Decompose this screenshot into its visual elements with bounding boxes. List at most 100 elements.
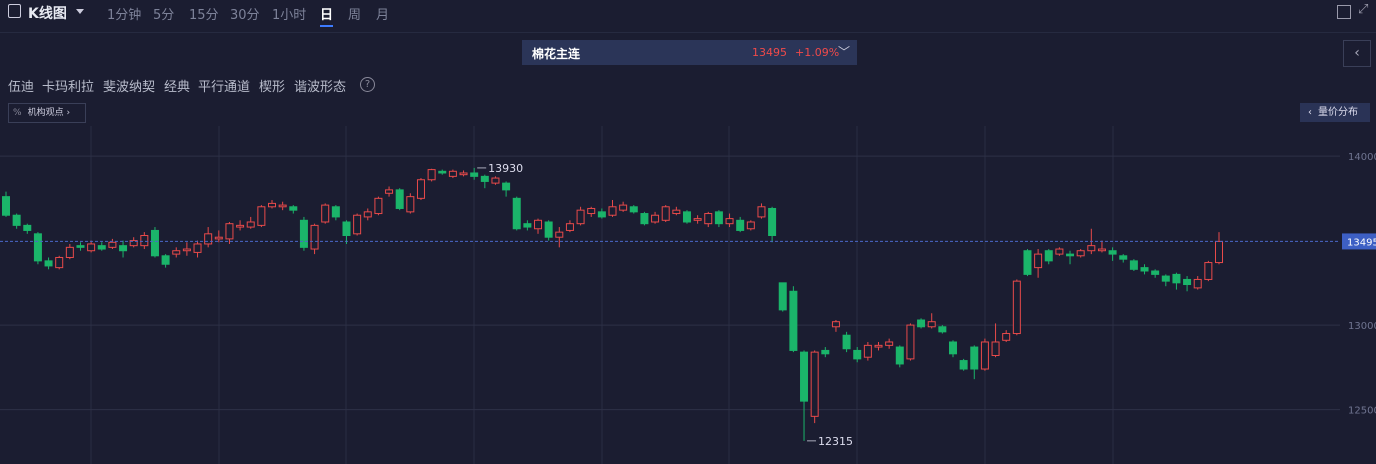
candle-body bbox=[278, 204, 287, 208]
tool[interactable]: 伍迪 bbox=[8, 80, 35, 95]
candle-body bbox=[725, 218, 734, 225]
period[interactable]: 1小时 bbox=[272, 8, 307, 23]
candle-body bbox=[831, 321, 840, 328]
help-icon[interactable]: ? bbox=[360, 77, 375, 92]
tool[interactable]: 谐波形态 bbox=[294, 80, 347, 95]
candle-body bbox=[299, 219, 308, 248]
high-label: 13930 bbox=[488, 162, 523, 175]
candle-body bbox=[629, 206, 638, 213]
candle-body bbox=[65, 246, 74, 258]
candle-body bbox=[661, 206, 670, 221]
candle-body bbox=[885, 341, 894, 346]
dropdown-arrow[interactable] bbox=[76, 9, 84, 18]
candle-body bbox=[438, 170, 447, 174]
candle-body bbox=[544, 221, 553, 238]
candle-body bbox=[470, 172, 479, 177]
product-price: 13495 bbox=[752, 46, 787, 59]
candle-body bbox=[917, 319, 926, 328]
volume-profile-button[interactable]: ‹ 量价分布 bbox=[1300, 103, 1370, 122]
candle-body bbox=[1193, 278, 1202, 289]
tool[interactable]: 斐波纳契 bbox=[103, 80, 156, 95]
candle-body bbox=[491, 177, 500, 184]
candle-body bbox=[587, 207, 596, 215]
period[interactable]: 月 bbox=[376, 8, 390, 23]
candle-body bbox=[1183, 278, 1192, 286]
candle-body bbox=[1055, 248, 1064, 255]
candle-body bbox=[161, 255, 170, 265]
candle-body bbox=[778, 282, 787, 311]
candle-body bbox=[980, 341, 989, 370]
candle-body bbox=[1012, 280, 1021, 335]
y-tick-label: 14000 bbox=[1348, 152, 1376, 163]
candle-body bbox=[214, 236, 223, 240]
candle-body bbox=[193, 243, 202, 253]
candle-body bbox=[448, 170, 457, 177]
candle-body bbox=[395, 189, 404, 209]
candle-body bbox=[363, 211, 372, 218]
candle-body bbox=[150, 229, 159, 257]
candle-body bbox=[1044, 250, 1053, 262]
tool[interactable]: 楔形 bbox=[259, 80, 286, 95]
candle-body bbox=[87, 243, 96, 252]
candle-body bbox=[565, 223, 574, 231]
product-bar[interactable]: 棉花主连 13495 +1.09% ﹀ bbox=[522, 40, 857, 65]
candle-body bbox=[97, 245, 106, 250]
candle-body bbox=[2, 196, 10, 216]
tool[interactable]: 平行通道 bbox=[198, 80, 251, 95]
candle-body bbox=[534, 219, 543, 230]
candle-body bbox=[23, 224, 32, 231]
candle-body bbox=[693, 218, 702, 221]
candle-body bbox=[268, 202, 277, 208]
candle-body bbox=[172, 250, 181, 255]
candle-body bbox=[1108, 250, 1117, 255]
period[interactable]: 1分钟 bbox=[107, 8, 142, 23]
period-active[interactable]: 日 bbox=[320, 4, 334, 27]
candle-body bbox=[608, 206, 617, 216]
last-price-box bbox=[1342, 233, 1376, 250]
candle-body bbox=[895, 346, 904, 365]
candle-body bbox=[991, 341, 1000, 357]
candle-body bbox=[576, 209, 585, 225]
candle-body bbox=[597, 211, 606, 218]
period[interactable]: 15分 bbox=[189, 8, 219, 23]
product-name: 棉花主连 bbox=[532, 47, 581, 61]
candle-body bbox=[1215, 240, 1223, 264]
candle-body bbox=[640, 213, 649, 225]
candle-body bbox=[385, 189, 394, 194]
kline-icon bbox=[8, 4, 21, 18]
candle-body bbox=[1172, 273, 1181, 284]
chart-mode[interactable]: K线图 bbox=[28, 6, 67, 22]
candle-body bbox=[970, 346, 979, 370]
y-tick-label: 13000 bbox=[1348, 321, 1376, 332]
tool[interactable]: 卡玛利拉 bbox=[42, 80, 95, 95]
candle-body bbox=[523, 223, 532, 228]
candle-body bbox=[502, 182, 511, 191]
candle-body bbox=[236, 224, 245, 228]
volume-profile-label: 量价分布 bbox=[1318, 107, 1358, 118]
views-button[interactable]: % 机构观点 › bbox=[8, 103, 86, 123]
candle-body bbox=[1119, 255, 1128, 260]
period[interactable]: 30分 bbox=[230, 8, 260, 23]
candle-body bbox=[1161, 275, 1170, 282]
tool[interactable]: 经典 bbox=[164, 80, 191, 95]
candle-body bbox=[1087, 245, 1096, 252]
candle-body bbox=[416, 179, 425, 199]
product-change: +1.09% bbox=[795, 46, 840, 59]
period[interactable]: 5分 bbox=[153, 8, 175, 23]
candle-body bbox=[406, 196, 415, 213]
candle-body bbox=[289, 206, 298, 211]
candle-body bbox=[619, 204, 628, 211]
candle-body bbox=[821, 349, 830, 355]
candle-body bbox=[331, 206, 340, 218]
fullscreen-button[interactable]: ⤢ bbox=[1358, 2, 1369, 17]
collapse-button[interactable]: ‹ bbox=[1343, 40, 1371, 67]
candle-body bbox=[257, 206, 266, 226]
candle-body bbox=[938, 326, 947, 333]
candle-body bbox=[225, 223, 234, 240]
layout-button[interactable] bbox=[1337, 5, 1351, 19]
candle-body bbox=[757, 206, 766, 218]
candle-body bbox=[672, 209, 681, 215]
period[interactable]: 周 bbox=[348, 8, 362, 23]
candle-body bbox=[1129, 260, 1138, 270]
